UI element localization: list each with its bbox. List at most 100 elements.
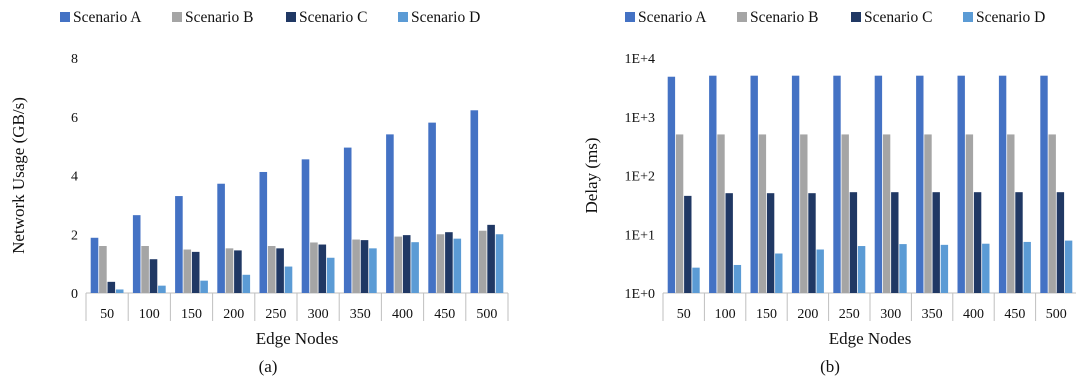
bar — [394, 236, 403, 293]
x-axis-label: Edge Nodes — [256, 329, 339, 348]
bar — [191, 251, 200, 293]
y-tick-label: 1E+4 — [625, 52, 655, 67]
legend-swatch — [398, 12, 408, 22]
bar — [436, 234, 445, 293]
x-tick-label: 100 — [139, 307, 160, 322]
y-tick-label: 1E+0 — [625, 287, 655, 302]
bar — [284, 266, 293, 293]
x-tick-label: 200 — [797, 307, 818, 322]
bar — [1015, 192, 1023, 293]
bar — [217, 183, 225, 293]
bar — [857, 246, 866, 293]
bar — [882, 134, 891, 293]
bar — [766, 193, 775, 293]
bar — [816, 249, 824, 293]
bar — [310, 242, 318, 293]
x-tick-label: 500 — [1046, 307, 1067, 322]
bar — [849, 192, 858, 293]
bar — [343, 147, 352, 293]
y-tick-label: 1E+3 — [625, 111, 655, 126]
bar — [1007, 134, 1015, 293]
x-tick-label: 400 — [963, 307, 984, 322]
bar — [360, 240, 369, 293]
legend-swatch — [737, 12, 747, 22]
bar — [99, 246, 107, 293]
bar — [141, 246, 149, 293]
legend-label: Scenario D — [976, 9, 1045, 26]
bar — [352, 239, 360, 293]
legend-swatch — [851, 12, 861, 22]
bar — [200, 280, 208, 293]
bar — [470, 110, 479, 293]
y-tick-label: 6 — [71, 111, 78, 126]
x-tick-label: 200 — [223, 307, 244, 322]
legend-label: Scenario B — [750, 9, 818, 26]
x-tick-label: 250 — [839, 307, 860, 322]
x-tick-label: 450 — [1004, 307, 1025, 322]
bar — [833, 75, 841, 293]
bar — [940, 244, 949, 293]
bar — [386, 134, 394, 293]
bar — [411, 242, 419, 293]
bar — [453, 238, 462, 293]
x-tick-label: 450 — [434, 307, 455, 322]
bar — [791, 75, 800, 293]
bar — [158, 285, 166, 293]
legend-swatch — [286, 12, 296, 22]
bar — [149, 259, 158, 293]
x-tick-label: 350 — [922, 307, 943, 322]
x-tick-label: 350 — [350, 307, 371, 322]
chart-delay: Scenario A Scenario B Scenario C Scenario D… — [582, 9, 1076, 376]
legend-label: Scenario B — [185, 9, 253, 26]
bar — [115, 289, 124, 293]
bar — [369, 248, 377, 293]
x-tick-label: 250 — [265, 307, 286, 322]
x-axis-label: Edge Nodes — [829, 329, 912, 348]
legend-swatch — [60, 12, 70, 22]
bar — [242, 274, 251, 293]
bar — [402, 235, 411, 293]
x-tick-label: 50 — [100, 307, 114, 322]
bar — [924, 134, 932, 293]
bar — [692, 267, 700, 293]
bar — [998, 75, 1007, 293]
legend-label: Scenario A — [638, 9, 707, 26]
bar — [495, 234, 504, 293]
bar — [758, 134, 767, 293]
bar — [800, 134, 808, 293]
x-tick-label: 150 — [181, 307, 202, 322]
bar — [175, 196, 183, 293]
bar — [276, 248, 284, 293]
y-tick-label: 1E+1 — [625, 228, 655, 243]
x-tick-label: 50 — [677, 307, 691, 322]
legend-swatch — [172, 12, 182, 22]
y-tick-label: 1E+2 — [625, 170, 655, 185]
y-tick-label: 0 — [71, 287, 78, 302]
bar — [965, 134, 974, 293]
bar — [107, 281, 116, 293]
bar — [487, 224, 495, 293]
bar — [841, 134, 849, 293]
figure-caption: (a) — [259, 357, 278, 376]
legend-label: Scenario C — [299, 9, 367, 26]
bar — [301, 159, 310, 293]
bar — [445, 232, 453, 293]
bar — [709, 75, 717, 293]
bar — [267, 246, 276, 293]
bar — [684, 195, 692, 293]
legend-swatch — [625, 12, 635, 22]
bar — [916, 75, 924, 293]
y-axis-label: Network Usage (GB/s) — [9, 97, 28, 254]
bar — [478, 230, 487, 293]
legend-label: Scenario C — [864, 9, 932, 26]
bar — [225, 248, 234, 293]
bar — [1064, 240, 1073, 293]
bar — [899, 244, 907, 293]
bar — [326, 257, 335, 293]
bar — [973, 192, 982, 293]
legend-swatch — [963, 12, 973, 22]
y-tick-label: 8 — [71, 52, 78, 67]
legend-label: Scenario A — [73, 9, 142, 26]
x-tick-label: 300 — [308, 307, 329, 322]
